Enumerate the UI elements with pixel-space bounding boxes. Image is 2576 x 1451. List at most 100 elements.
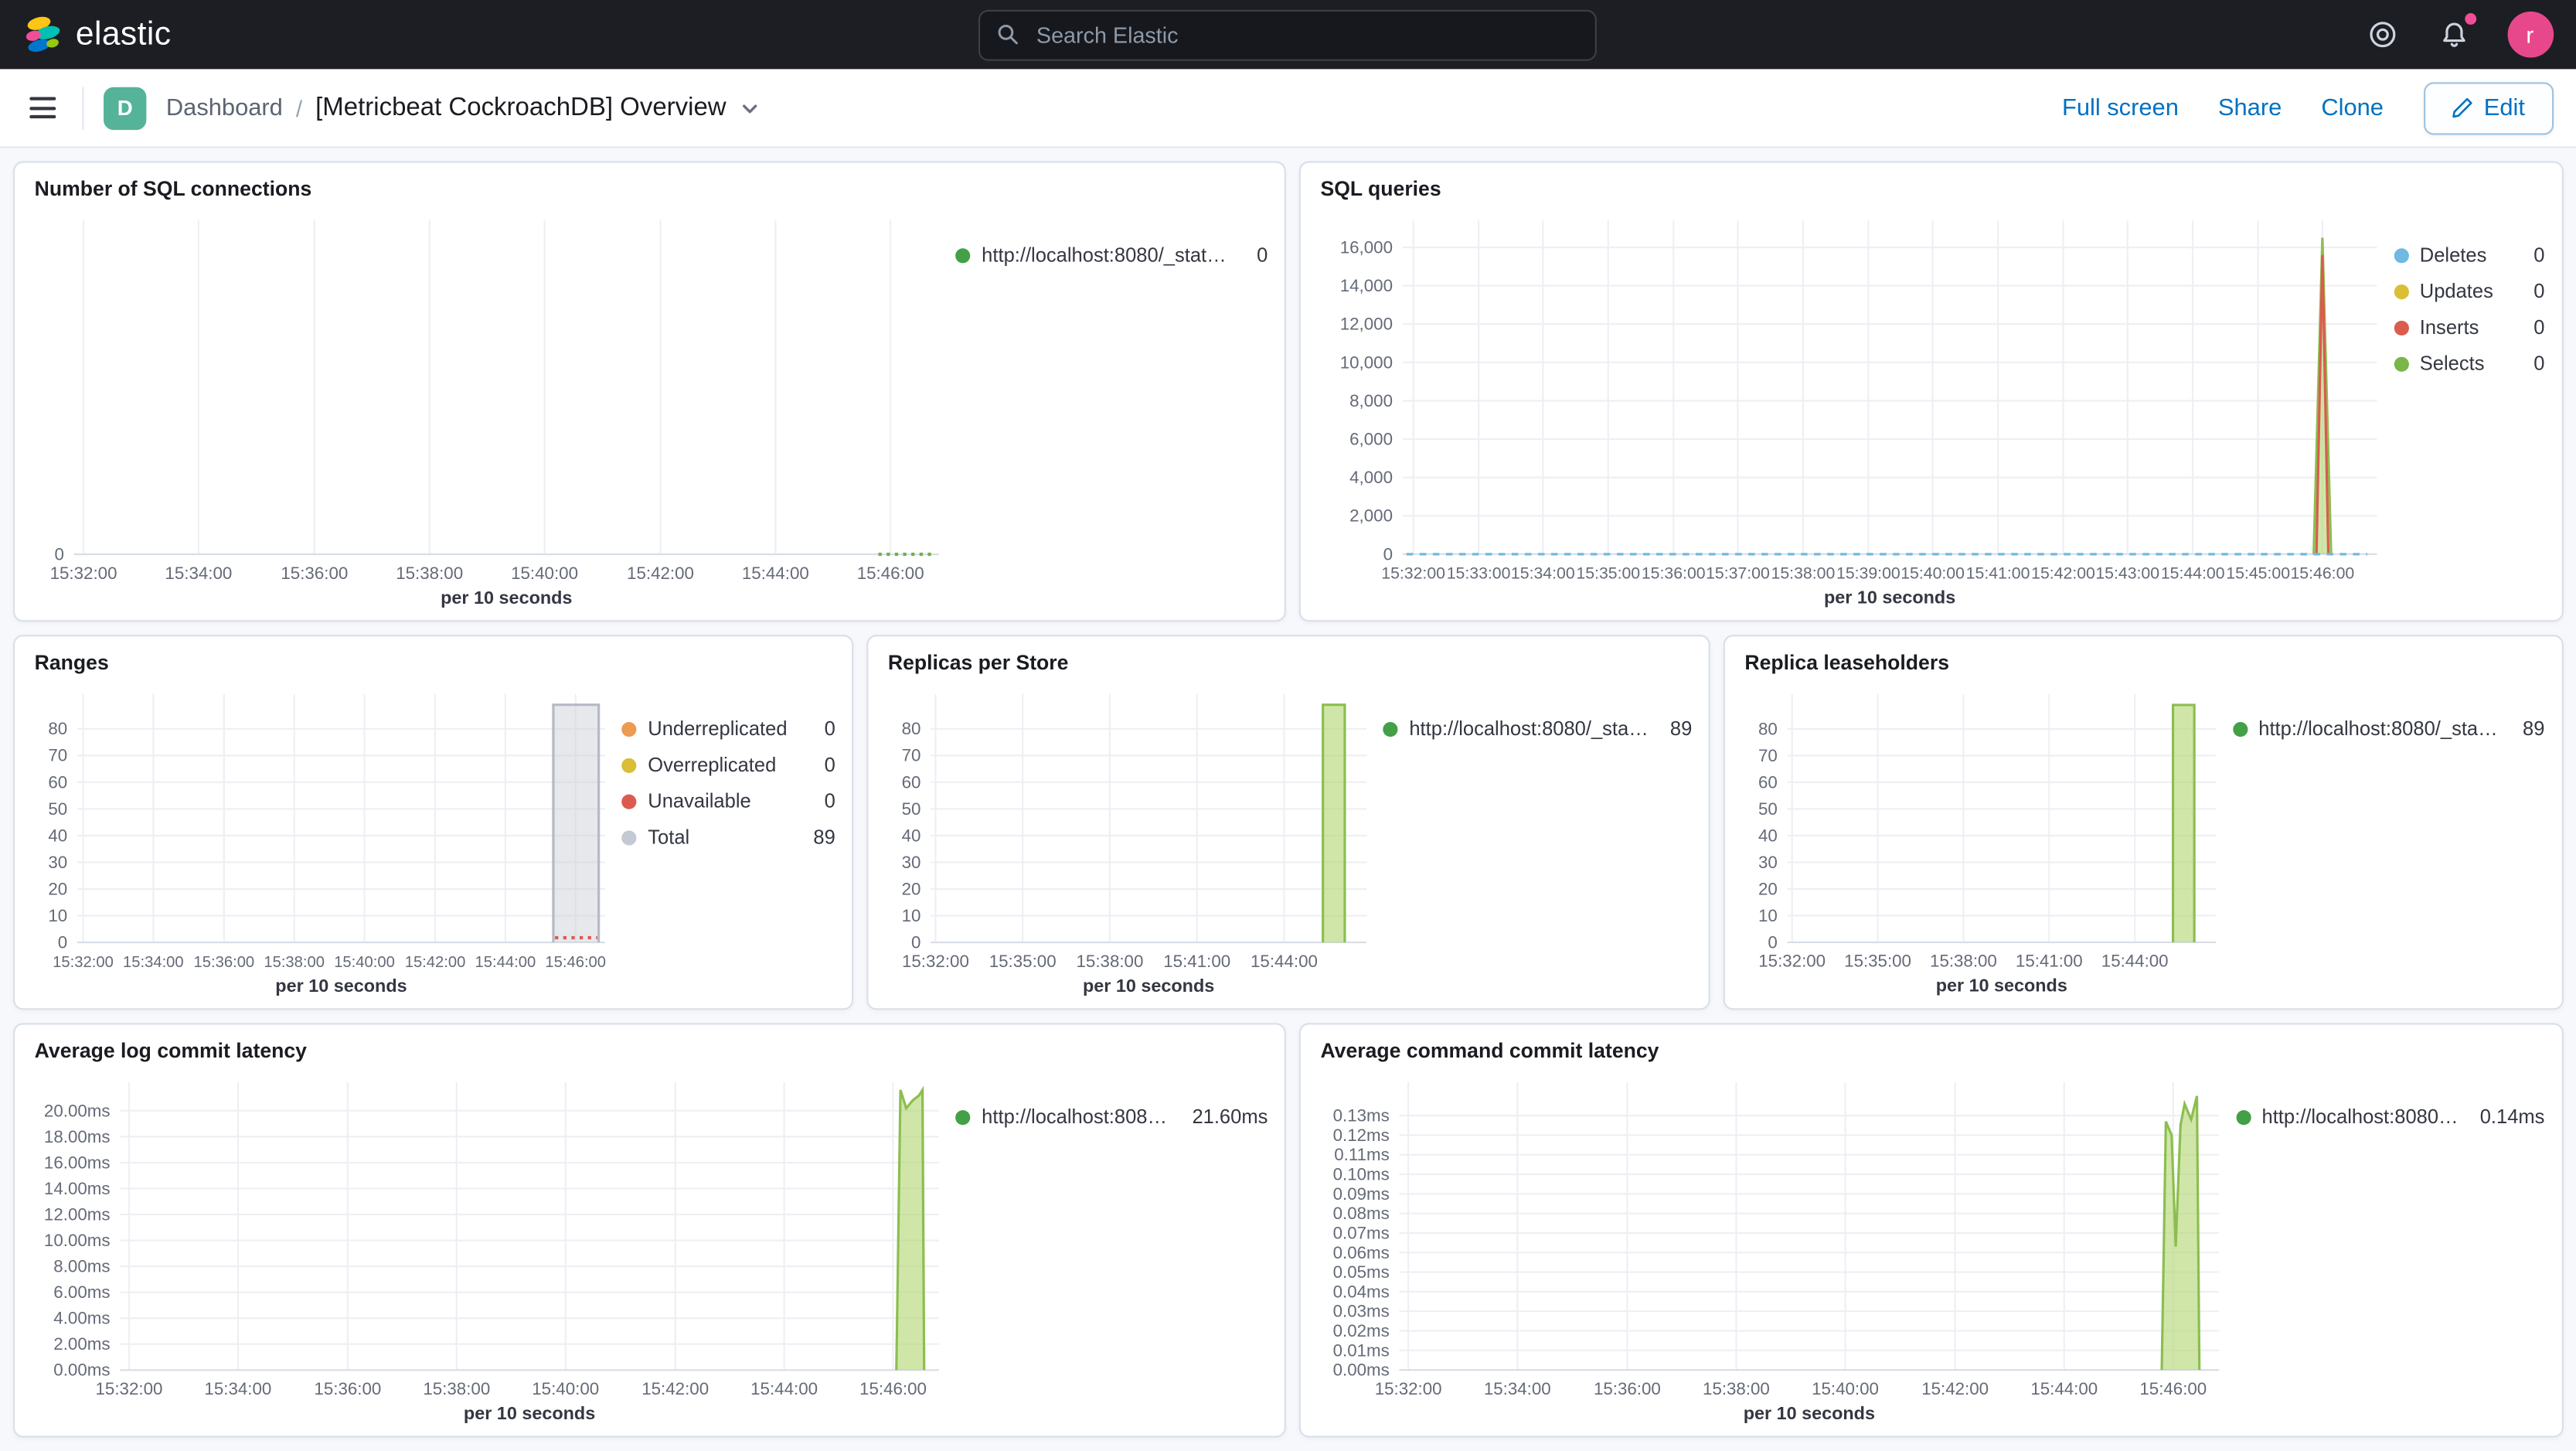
- svg-text:15:36:00: 15:36:00: [194, 954, 255, 971]
- svg-text:40: 40: [902, 826, 921, 845]
- legend-label: http://localhost:8080…: [2261, 1105, 2459, 1129]
- series-color-dot: [621, 757, 637, 772]
- legend-value: 89: [813, 826, 835, 849]
- svg-text:10,000: 10,000: [1340, 353, 1393, 372]
- svg-text:50: 50: [902, 799, 921, 819]
- svg-text:80: 80: [1758, 719, 1778, 738]
- chart-legend: Underreplicated 0 Overreplicated 0 Unavailab…: [621, 678, 835, 1002]
- svg-text:15:44:00: 15:44:00: [2030, 1379, 2098, 1398]
- panel-title: Average command commit latency: [1320, 1039, 1659, 1063]
- full-screen-button[interactable]: Full screen: [2061, 94, 2179, 121]
- svg-text:15:34:00: 15:34:00: [204, 1379, 271, 1398]
- legend-label: http://localhost:8080/_sta…: [2258, 717, 2498, 741]
- svg-text:15:32:00: 15:32:00: [1375, 1379, 1442, 1398]
- search-input[interactable]: [1033, 20, 1580, 49]
- legend-value: 0: [824, 717, 835, 741]
- legend-item[interactable]: Deletes 0: [2393, 243, 2545, 267]
- svg-text:0: 0: [1768, 932, 1777, 952]
- legend-value: 0: [2533, 243, 2545, 267]
- legend-item[interactable]: http://localhost:8080… 0.14ms: [2235, 1105, 2544, 1129]
- notification-badge: [2464, 13, 2476, 25]
- svg-text:per 10 seconds: per 10 seconds: [441, 588, 572, 608]
- legend-item[interactable]: Inserts 0: [2393, 315, 2544, 339]
- svg-text:0: 0: [911, 933, 920, 952]
- breadcrumb: Dashboard / [Metricbeat CockroachDB] Ove…: [166, 93, 759, 122]
- svg-text:15:46:00: 15:46:00: [545, 954, 606, 971]
- clone-button[interactable]: Clone: [2321, 94, 2384, 121]
- chart-legend: http://localhost:808… 21.60ms: [955, 1066, 1268, 1429]
- svg-text:per 10 seconds: per 10 seconds: [464, 1403, 595, 1423]
- panel-sql-queries[interactable]: SQL queries 0 2,000 4,000 6,000 8,000 10,000 1…: [1298, 161, 2563, 622]
- panel-title: Ranges: [34, 651, 109, 675]
- panel-average-command-commit-latency[interactable]: Average command commit latency 0.00ms 0.0…: [1298, 1023, 2563, 1438]
- svg-text:0: 0: [55, 544, 64, 564]
- legend-item[interactable]: http://localhost:8080/_sta… 89: [2232, 717, 2545, 741]
- legend-value: 0: [2533, 352, 2545, 376]
- svg-text:15:34:00: 15:34:00: [1484, 1379, 1551, 1398]
- space-badge[interactable]: D: [104, 86, 147, 130]
- edit-button[interactable]: Edit: [2423, 81, 2554, 135]
- legend-item[interactable]: Updates 0: [2393, 280, 2544, 302]
- svg-text:0.11ms: 0.11ms: [1334, 1145, 1389, 1164]
- svg-text:50: 50: [48, 799, 67, 819]
- svg-text:0.10ms: 0.10ms: [1333, 1165, 1390, 1184]
- dashboard-toolbar: D Dashboard / [Metricbeat CockroachDB] O…: [0, 69, 2576, 148]
- svg-text:15:32:00: 15:32:00: [53, 954, 114, 971]
- svg-text:15:42:00: 15:42:00: [405, 954, 466, 971]
- panel-title: Replicas per Store: [887, 651, 1069, 675]
- svg-text:15:44:00: 15:44:00: [475, 954, 536, 971]
- svg-text:70: 70: [902, 746, 921, 765]
- help-icon[interactable]: [2362, 15, 2401, 54]
- dashboard-grid: Number of SQL connections 0 15:32:00 15:34…: [0, 148, 2576, 1450]
- chevron-down-icon[interactable]: [740, 98, 760, 118]
- panel-title: Number of SQL connections: [34, 177, 312, 201]
- legend-item[interactable]: http://localhost:8080/_sta… 89: [1383, 717, 1692, 740]
- notifications-icon[interactable]: [2435, 13, 2476, 54]
- share-button[interactable]: Share: [2217, 94, 2282, 121]
- legend-item[interactable]: Overreplicated 0: [621, 753, 835, 776]
- svg-text:15:38:00: 15:38:00: [1771, 564, 1836, 583]
- legend-value: 89: [2523, 717, 2545, 741]
- panel-average-log-commit-latency[interactable]: Average log commit latency 0.00ms 2.00ms 4…: [13, 1023, 1286, 1438]
- breadcrumb-dashboard-link[interactable]: Dashboard: [165, 94, 283, 121]
- svg-text:15:39:00: 15:39:00: [1836, 564, 1901, 583]
- chart-legend: http://localhost:8080/_sta… 89: [1383, 678, 1692, 1002]
- legend-label: http://localhost:808…: [982, 1105, 1168, 1129]
- svg-text:15:41:00: 15:41:00: [2016, 952, 2083, 971]
- svg-text:15:36:00: 15:36:00: [1594, 1379, 1661, 1398]
- legend-item[interactable]: http://localhost:8080/_stat… 0: [955, 244, 1268, 267]
- svg-text:15:36:00: 15:36:00: [281, 564, 348, 583]
- svg-text:15:36:00: 15:36:00: [1642, 564, 1706, 583]
- svg-text:15:44:00: 15:44:00: [2101, 952, 2169, 971]
- legend-label: Unavailable: [648, 789, 751, 813]
- toolbar-divider: [82, 86, 84, 130]
- svg-text:15:45:00: 15:45:00: [2226, 564, 2290, 583]
- svg-text:2,000: 2,000: [1349, 506, 1393, 526]
- svg-text:0.06ms: 0.06ms: [1333, 1243, 1390, 1262]
- svg-text:0.07ms: 0.07ms: [1333, 1223, 1390, 1242]
- series-color-dot: [1383, 720, 1398, 737]
- svg-text:15:35:00: 15:35:00: [1844, 952, 1911, 971]
- panel-replicas-per-store[interactable]: Replicas per Store 0 10 20 30 40 50 60 70 80 15:3…: [866, 635, 1710, 1010]
- menu-icon[interactable]: [23, 90, 63, 125]
- legend-item[interactable]: http://localhost:808… 21.60ms: [955, 1105, 1268, 1129]
- series-color-dot: [955, 1109, 971, 1125]
- header-right-controls: r: [2362, 11, 2554, 58]
- panel-number-of-sql-connections[interactable]: Number of SQL connections 0 15:32:00 15:34…: [13, 161, 1286, 622]
- svg-text:15:35:00: 15:35:00: [1576, 564, 1640, 583]
- svg-text:15:42:00: 15:42:00: [627, 564, 694, 583]
- panel-replica-leaseholders[interactable]: Replica leaseholders 0 10 20 30 40 50 60 70 80 15…: [1723, 635, 2563, 1010]
- global-search[interactable]: [978, 9, 1598, 60]
- svg-text:2.00ms: 2.00ms: [53, 1334, 110, 1354]
- user-avatar[interactable]: r: [2506, 11, 2554, 58]
- legend-item[interactable]: Unavailable 0: [621, 789, 835, 812]
- legend-item[interactable]: Total 89: [621, 826, 835, 849]
- svg-text:15:32:00: 15:32:00: [96, 1379, 163, 1398]
- panel-ranges[interactable]: Ranges 0 10 20 30 40 50 60 70 80 15:32:00 15:34:00…: [13, 635, 854, 1010]
- svg-text:40: 40: [1758, 826, 1778, 845]
- svg-text:6,000: 6,000: [1349, 429, 1393, 448]
- chart-number-of-sql-connections: 015:32:00 15:34:00 15:36:00 15:38:00 15:40:0…: [50, 220, 939, 608]
- legend-item[interactable]: Selects 0: [2393, 352, 2545, 376]
- elastic-logo[interactable]: elastic: [23, 15, 172, 54]
- legend-item[interactable]: Underreplicated 0: [621, 717, 835, 741]
